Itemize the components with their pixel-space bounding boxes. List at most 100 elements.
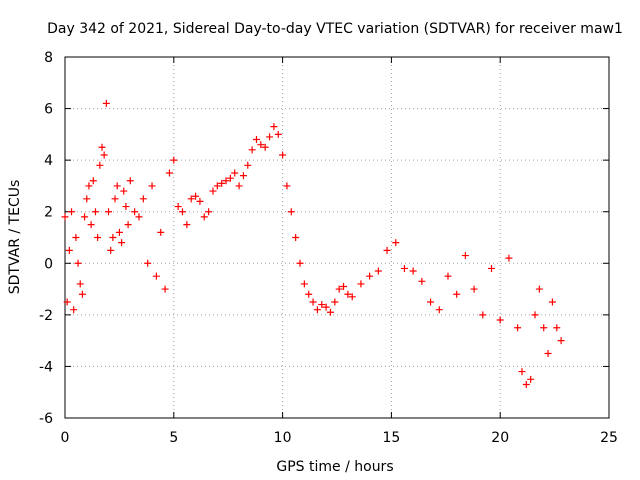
data-point bbox=[68, 208, 76, 216]
data-point bbox=[313, 306, 321, 314]
data-point bbox=[174, 203, 182, 211]
data-point bbox=[292, 234, 300, 241]
data-point bbox=[200, 213, 208, 221]
data-point bbox=[61, 213, 69, 221]
data-point bbox=[518, 368, 526, 376]
data-point bbox=[287, 208, 295, 216]
data-point bbox=[296, 259, 304, 267]
data-point bbox=[209, 187, 217, 195]
data-point bbox=[85, 182, 93, 190]
data-point bbox=[435, 306, 443, 314]
data-point bbox=[196, 197, 204, 205]
data-point bbox=[444, 272, 452, 280]
data-point bbox=[161, 285, 169, 293]
data-point bbox=[165, 169, 173, 177]
data-point bbox=[78, 290, 86, 298]
data-point bbox=[65, 246, 73, 254]
data-point bbox=[505, 254, 513, 262]
data-point bbox=[179, 208, 187, 216]
y-tick-label: 6 bbox=[44, 102, 53, 118]
data-point bbox=[309, 298, 317, 306]
data-point bbox=[318, 301, 326, 309]
data-point bbox=[135, 213, 143, 221]
data-point bbox=[553, 324, 561, 332]
data-point bbox=[70, 306, 78, 314]
data-point bbox=[283, 182, 291, 190]
y-tick-label: 0 bbox=[44, 256, 53, 272]
data-point bbox=[111, 195, 119, 203]
data-point bbox=[540, 324, 548, 332]
x-tick-label: 20 bbox=[491, 430, 509, 446]
y-tick-label: -4 bbox=[39, 359, 53, 375]
data-point bbox=[83, 195, 91, 203]
data-point bbox=[266, 133, 274, 141]
data-point bbox=[122, 203, 130, 211]
data-point bbox=[115, 228, 123, 236]
data-point bbox=[74, 259, 82, 267]
data-point bbox=[94, 234, 102, 241]
data-point bbox=[170, 156, 178, 164]
data-point bbox=[409, 267, 417, 275]
data-point bbox=[340, 282, 348, 290]
x-tick-labels: 0 5 10 15 20 25 bbox=[61, 430, 618, 446]
data-point bbox=[72, 234, 80, 241]
data-point bbox=[261, 143, 269, 151]
data-point bbox=[366, 272, 374, 280]
data-point bbox=[248, 146, 256, 154]
data-point bbox=[126, 177, 134, 185]
data-point bbox=[98, 143, 106, 151]
axis-ticks bbox=[64, 56, 610, 419]
data-point bbox=[392, 239, 400, 247]
data-point bbox=[305, 290, 313, 298]
data-point bbox=[453, 290, 461, 298]
data-point bbox=[218, 179, 226, 187]
data-point bbox=[139, 195, 147, 203]
data-point bbox=[270, 123, 278, 131]
y-tick-labels: -6 -4 -2 0 2 4 6 8 bbox=[39, 50, 53, 427]
data-point bbox=[222, 177, 230, 185]
y-tick-label: 2 bbox=[44, 205, 53, 221]
plot-frame bbox=[64, 56, 610, 419]
data-point bbox=[124, 221, 132, 229]
data-point bbox=[100, 151, 108, 159]
data-point bbox=[107, 246, 115, 254]
x-tick-label: 0 bbox=[61, 430, 70, 446]
data-point bbox=[157, 228, 165, 236]
data-point bbox=[96, 161, 104, 169]
data-point bbox=[383, 246, 391, 254]
data-point bbox=[205, 208, 213, 216]
data-point bbox=[148, 182, 156, 190]
data-point bbox=[91, 208, 99, 216]
data-point bbox=[120, 187, 128, 195]
grid bbox=[65, 57, 609, 418]
data-point bbox=[131, 208, 139, 216]
data-point bbox=[239, 172, 247, 180]
y-tick-label: -2 bbox=[39, 308, 53, 324]
data-point bbox=[357, 280, 365, 288]
data-point bbox=[257, 141, 265, 149]
data-point bbox=[400, 264, 408, 272]
data-point bbox=[76, 280, 84, 288]
x-tick-label: 10 bbox=[274, 430, 292, 446]
x-tick-label: 5 bbox=[169, 430, 178, 446]
data-point bbox=[279, 151, 287, 159]
data-point bbox=[109, 234, 117, 241]
data-point bbox=[102, 99, 110, 107]
data-point bbox=[244, 161, 252, 169]
data-point bbox=[113, 182, 121, 190]
data-point bbox=[331, 298, 339, 306]
x-axis-label: GPS time / hours bbox=[276, 459, 393, 475]
y-axis-label: SDTVAR / TECUs bbox=[7, 180, 23, 295]
data-point bbox=[335, 285, 343, 293]
data-point bbox=[300, 280, 308, 288]
data-point bbox=[235, 182, 243, 190]
data-point bbox=[89, 177, 97, 185]
chart-title: Day 342 of 2021, Sidereal Day-to-day VTE… bbox=[47, 21, 623, 37]
data-point bbox=[274, 130, 282, 138]
data-point bbox=[183, 221, 191, 229]
data-point bbox=[548, 298, 556, 306]
data-point bbox=[479, 311, 487, 319]
data-point bbox=[192, 192, 200, 200]
data-point bbox=[105, 208, 113, 216]
